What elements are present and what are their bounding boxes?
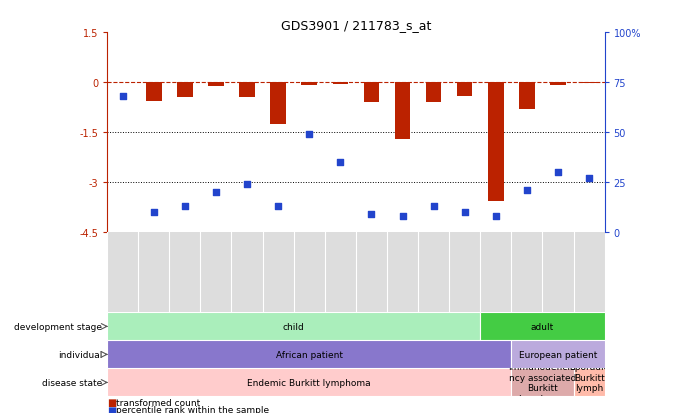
Bar xyxy=(480,313,605,341)
Point xyxy=(117,94,129,100)
Text: transformed count: transformed count xyxy=(116,398,200,407)
Point xyxy=(242,181,253,188)
Point xyxy=(552,169,563,176)
Text: Endemic Burkitt lymphoma: Endemic Burkitt lymphoma xyxy=(247,378,371,387)
Point xyxy=(583,176,594,182)
Text: percentile rank within the sample: percentile rank within the sample xyxy=(116,405,269,413)
Bar xyxy=(107,313,480,341)
Bar xyxy=(146,83,162,101)
Bar xyxy=(426,83,442,103)
Point xyxy=(148,209,159,216)
Point xyxy=(521,188,532,194)
Bar xyxy=(395,83,410,140)
Bar xyxy=(519,83,535,109)
Text: African patient: African patient xyxy=(276,350,343,359)
Text: Immunodeficie
ncy associated
Burkitt
lymphoma: Immunodeficie ncy associated Burkitt lym… xyxy=(509,363,576,403)
Bar xyxy=(457,83,473,96)
Bar xyxy=(239,83,255,98)
Text: ■: ■ xyxy=(107,397,116,407)
Bar xyxy=(332,83,348,85)
Point xyxy=(272,204,283,210)
Bar xyxy=(511,368,574,396)
Point xyxy=(366,211,377,218)
Text: child: child xyxy=(283,322,305,331)
Point xyxy=(210,190,221,196)
Text: ■: ■ xyxy=(107,405,116,413)
Bar xyxy=(574,368,605,396)
Bar xyxy=(488,83,504,201)
Bar xyxy=(107,341,511,368)
Bar xyxy=(301,83,317,85)
Text: European patient: European patient xyxy=(519,350,597,359)
Bar xyxy=(363,83,379,103)
Point xyxy=(397,214,408,220)
Point xyxy=(459,209,470,216)
Text: development stage: development stage xyxy=(14,322,102,331)
Bar xyxy=(550,83,566,85)
Text: disease state: disease state xyxy=(42,378,102,387)
Point xyxy=(179,204,190,210)
Bar xyxy=(511,341,605,368)
Bar xyxy=(270,83,286,125)
Point xyxy=(491,214,502,220)
Point xyxy=(428,204,439,210)
Text: adult: adult xyxy=(531,322,554,331)
Text: individual: individual xyxy=(58,350,102,359)
Title: GDS3901 / 211783_s_at: GDS3901 / 211783_s_at xyxy=(281,19,431,32)
Text: Sporadic
Burkitt
lymph
oma: Sporadic Burkitt lymph oma xyxy=(569,363,609,403)
Bar xyxy=(581,83,597,84)
Bar xyxy=(177,83,193,98)
Bar xyxy=(107,368,511,396)
Bar xyxy=(208,83,224,87)
Point xyxy=(303,132,314,138)
Point xyxy=(334,159,346,166)
